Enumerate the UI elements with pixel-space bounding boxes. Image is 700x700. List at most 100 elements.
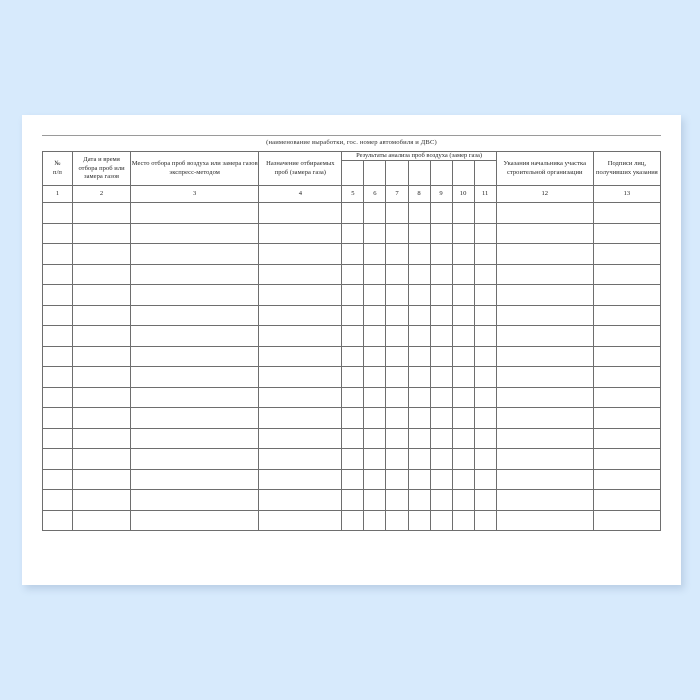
table-cell[interactable] [363,489,387,511]
table-cell[interactable] [473,407,497,429]
table-cell[interactable] [41,263,74,286]
table-cell[interactable] [41,448,74,470]
table-cell[interactable] [495,345,594,368]
table-cell[interactable] [363,366,387,388]
table-cell[interactable] [407,489,431,511]
table-cell[interactable] [473,448,497,470]
table-cell[interactable] [72,386,132,409]
table-cell[interactable] [258,407,343,429]
table-cell[interactable] [592,427,662,450]
table-cell[interactable] [473,468,497,491]
table-cell[interactable] [473,427,497,450]
table-cell[interactable] [363,325,387,347]
table-cell[interactable] [451,427,475,450]
table-cell[interactable] [130,325,260,347]
table-cell[interactable] [72,448,132,470]
table-cell[interactable] [341,366,365,388]
table-row[interactable] [41,202,662,224]
table-cell[interactable] [258,263,343,286]
table-row[interactable] [41,509,662,532]
table-cell[interactable] [41,386,74,409]
table-cell[interactable] [473,386,497,409]
table-cell[interactable] [429,325,453,347]
table-cell[interactable] [385,386,409,409]
table-cell[interactable] [258,489,343,511]
table-cell[interactable] [429,448,453,470]
table-cell[interactable] [41,325,74,347]
table-row[interactable] [41,489,662,511]
table-cell[interactable] [258,366,343,388]
table-cell[interactable] [495,325,594,347]
table-cell[interactable] [451,509,475,532]
table-cell[interactable] [130,222,260,245]
table-cell[interactable] [495,509,594,532]
table-cell[interactable] [385,304,409,327]
table-cell[interactable] [429,243,453,265]
table-cell[interactable] [495,243,594,265]
table-cell[interactable] [41,345,74,368]
table-cell[interactable] [130,202,260,224]
table-cell[interactable] [495,386,594,409]
table-cell[interactable] [41,366,74,388]
table-cell[interactable] [592,489,662,511]
table-cell[interactable] [341,489,365,511]
table-cell[interactable] [429,263,453,286]
table-cell[interactable] [341,407,365,429]
table-cell[interactable] [451,202,475,224]
table-cell[interactable] [495,427,594,450]
table-cell[interactable] [451,366,475,388]
table-cell[interactable] [407,345,431,368]
table-cell[interactable] [363,345,387,368]
table-cell[interactable] [407,243,431,265]
table-cell[interactable] [385,345,409,368]
table-cell[interactable] [72,427,132,450]
table-cell[interactable] [495,304,594,327]
table-cell[interactable] [473,509,497,532]
table-cell[interactable] [130,427,260,450]
table-cell[interactable] [130,489,260,511]
table-cell[interactable] [407,304,431,327]
table-cell[interactable] [41,489,74,511]
table-row[interactable] [41,468,662,491]
table-cell[interactable] [451,243,475,265]
table-cell[interactable] [41,509,74,532]
table-cell[interactable] [72,345,132,368]
table-row[interactable] [41,386,662,409]
table-cell[interactable] [429,427,453,450]
table-cell[interactable] [385,366,409,388]
table-cell[interactable] [341,222,365,245]
table-cell[interactable] [258,386,343,409]
table-cell[interactable] [258,304,343,327]
table-cell[interactable] [363,222,387,245]
table-cell[interactable] [451,407,475,429]
table-cell[interactable] [385,284,409,306]
table-cell[interactable] [385,222,409,245]
table-cell[interactable] [451,468,475,491]
table-cell[interactable] [495,468,594,491]
table-cell[interactable] [41,202,74,224]
table-cell[interactable] [363,448,387,470]
table-cell[interactable] [385,448,409,470]
table-cell[interactable] [495,284,594,306]
table-cell[interactable] [592,243,662,265]
table-cell[interactable] [495,202,594,224]
table-cell[interactable] [258,325,343,347]
table-cell[interactable] [41,284,74,306]
table-cell[interactable] [592,509,662,532]
table-cell[interactable] [130,304,260,327]
table-cell[interactable] [407,427,431,450]
table-cell[interactable] [341,468,365,491]
table-cell[interactable] [363,427,387,450]
table-cell[interactable] [130,263,260,286]
table-cell[interactable] [72,325,132,347]
table-cell[interactable] [407,202,431,224]
table-cell[interactable] [451,489,475,511]
table-cell[interactable] [407,263,431,286]
table-cell[interactable] [429,509,453,532]
table-cell[interactable] [473,366,497,388]
table-cell[interactable] [385,263,409,286]
table-cell[interactable] [407,366,431,388]
table-cell[interactable] [130,345,260,368]
table-row[interactable] [41,366,662,388]
table-cell[interactable] [363,284,387,306]
